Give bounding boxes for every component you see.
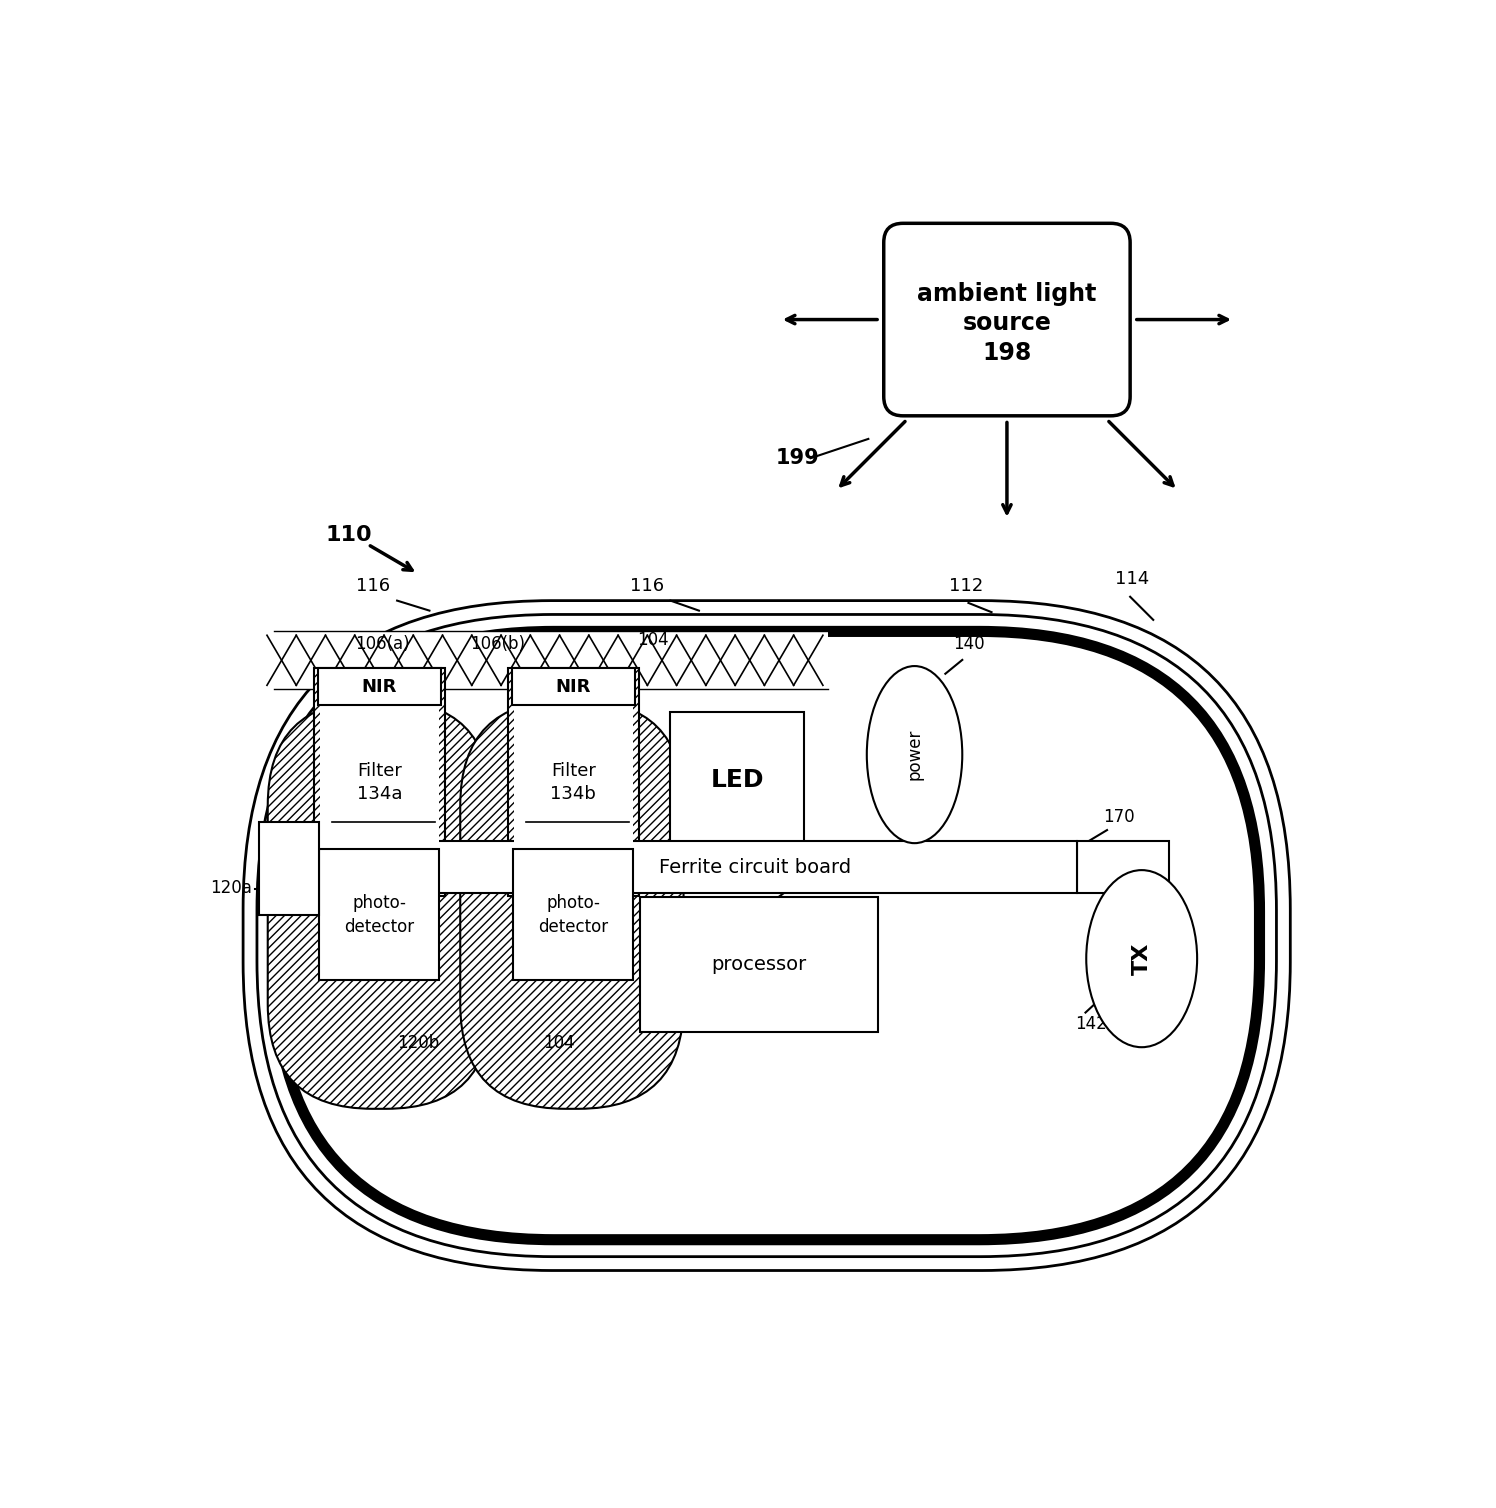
Text: power: power [905,728,923,780]
Text: 116: 116 [630,578,664,596]
Bar [319,849,440,980]
Text: 114: 114 [1115,570,1149,588]
Text: TX: TX [1131,942,1152,974]
FancyBboxPatch shape [268,701,491,1108]
Text: photo-
detector: photo- detector [344,894,414,935]
Bar [317,668,441,706]
FancyBboxPatch shape [242,600,1290,1271]
Bar [259,822,319,915]
Bar [1077,841,1170,893]
Text: LED: LED [711,768,764,792]
FancyBboxPatch shape [461,701,684,1108]
Text: 116: 116 [356,578,390,596]
Text: NIR: NIR [362,679,396,695]
Text: 106(b): 106(b) [470,635,525,653]
Bar [640,897,878,1031]
Text: 104: 104 [543,1034,574,1053]
Bar [670,712,805,847]
Text: 104: 104 [637,632,669,648]
Text: 166: 166 [779,870,811,888]
FancyBboxPatch shape [257,614,1276,1256]
Text: 199: 199 [776,448,820,467]
Text: 118: 118 [718,731,749,749]
Text: Ferrite circuit board: Ferrite circuit board [660,858,851,876]
Bar [314,668,444,896]
Text: 106(a): 106(a) [355,635,410,653]
Bar [509,668,639,896]
Text: 170: 170 [1103,808,1135,826]
Text: processor: processor [712,955,806,974]
Text: 112: 112 [948,578,983,596]
Ellipse shape [1086,870,1197,1047]
Bar [512,668,634,706]
Text: Filter
134b: Filter 134b [551,762,597,804]
Bar [515,706,633,860]
Text: 142: 142 [1074,1015,1107,1033]
Text: photo-
detector: photo- detector [539,894,609,935]
Text: NIR: NIR [555,679,591,695]
Text: 120a: 120a [211,879,253,897]
Bar [281,632,829,689]
Text: ambient light
source
198: ambient light source 198 [917,282,1097,365]
Text: 110: 110 [326,525,373,546]
FancyBboxPatch shape [884,223,1129,416]
Bar [509,668,639,896]
Text: 140: 140 [953,635,984,653]
Ellipse shape [866,667,962,843]
Bar [320,706,438,860]
Bar [314,668,444,896]
FancyBboxPatch shape [274,632,1260,1240]
Text: Filter
134a: Filter 134a [356,762,402,804]
Text: 120b: 120b [396,1034,440,1053]
Bar [434,841,1077,893]
Bar [513,849,633,980]
